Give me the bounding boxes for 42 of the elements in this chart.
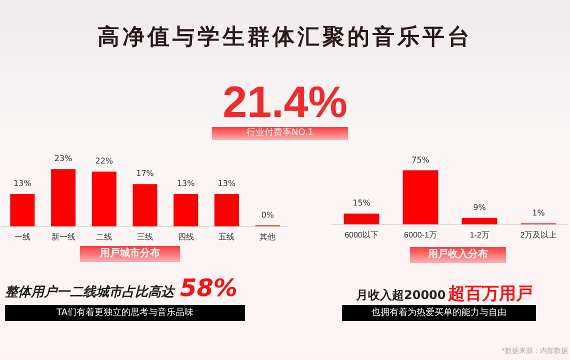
text: 月收入超20000 xyxy=(356,288,446,302)
x-tick-label: 二线 xyxy=(96,232,112,242)
x-tick-label: 一线 xyxy=(14,232,30,242)
x-tick-label: 1-2万 xyxy=(470,230,490,240)
bar xyxy=(132,184,158,226)
text: TA们有着更独立的思考与音乐品味 xyxy=(5,305,245,321)
data-label: 9% xyxy=(473,202,486,212)
data-label: 22% xyxy=(95,156,114,166)
text: 整体用户一二线城市占比高达 xyxy=(5,285,174,300)
x-tick-label: 四线 xyxy=(178,232,194,242)
data-label: 13% xyxy=(218,179,236,188)
x-tick-label: 三线 xyxy=(137,232,153,242)
data-label: 17% xyxy=(136,169,154,178)
text: 58% xyxy=(180,274,238,302)
data-label: 0% xyxy=(261,210,274,220)
x-tick-label: 新一线 xyxy=(51,232,76,242)
data-label: 75% xyxy=(412,155,430,164)
bar xyxy=(214,194,239,226)
text: 也拥有着为热爱买单的能力与自由 xyxy=(342,305,536,321)
x-tick-label: 6000以下 xyxy=(344,230,378,240)
x-tick-label: 6000-1万 xyxy=(404,230,437,240)
data-label: 23% xyxy=(54,154,73,164)
text: 行业付费率NO.1 xyxy=(212,127,348,140)
bar xyxy=(402,170,438,224)
bar xyxy=(174,194,198,226)
bar xyxy=(344,214,380,224)
data-label: 15% xyxy=(352,198,371,208)
x-axis-title: 用戸城市分布 xyxy=(80,246,180,262)
text: 21.4% xyxy=(222,78,348,128)
bar xyxy=(51,169,76,226)
x-axis-title: 用戸收入分布 xyxy=(410,247,506,263)
bar xyxy=(462,218,498,224)
bar xyxy=(92,172,116,226)
x-tick-label: 其他 xyxy=(260,232,276,242)
text: 超百万用戸 xyxy=(448,284,533,304)
data-label: 13% xyxy=(176,179,196,188)
x-tick-label: 2万及以上 xyxy=(520,230,557,240)
data-label: 1% xyxy=(532,208,546,218)
data-label: 13% xyxy=(14,179,32,188)
text: 高净值与学生群体汇聚的音乐平台 xyxy=(96,24,474,52)
x-tick-label: 五线 xyxy=(218,232,235,242)
bar xyxy=(10,194,35,226)
